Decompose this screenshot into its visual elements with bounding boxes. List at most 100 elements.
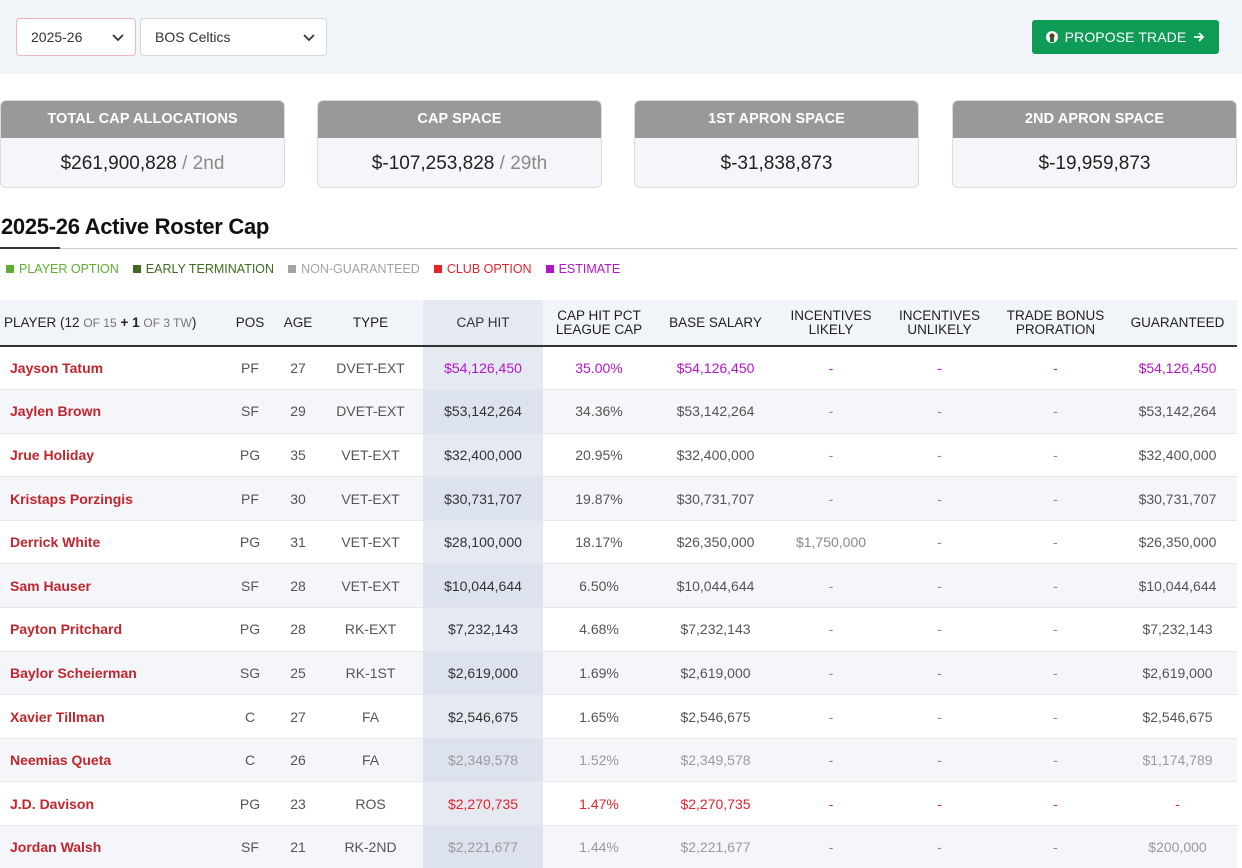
cell-pos: C <box>222 738 278 783</box>
cell-guaranteed: $200,000 <box>1118 825 1237 868</box>
stat-value: $-31,838,873 <box>720 153 833 174</box>
cell-pos: PG <box>222 607 278 652</box>
player-link[interactable]: Kristaps Porzingis <box>0 476 222 521</box>
cell-base-salary: $53,142,264 <box>655 389 776 434</box>
col-trade-bonus[interactable]: TRADE BONUS PRORATION <box>993 300 1118 347</box>
cell-incentives-unlikely: - <box>886 781 993 827</box>
legend-item: NON-GUARANTEED <box>288 262 420 276</box>
cell-incentives-likely: - <box>776 607 886 652</box>
player-link[interactable]: Jordan Walsh <box>0 825 222 868</box>
cell-trade-bonus: - <box>993 651 1118 696</box>
cell-incentives-unlikely: - <box>886 346 993 391</box>
team-select[interactable]: BOS Celtics <box>140 18 327 56</box>
cell-cap-hit: $2,546,675 <box>423 694 543 739</box>
player-link[interactable]: Xavier Tillman <box>0 694 222 739</box>
cell-guaranteed: $53,142,264 <box>1118 389 1237 434</box>
cell-base-salary: $7,232,143 <box>655 607 776 652</box>
season-select[interactable]: 2025-26 <box>16 18 136 56</box>
season-select-value: 2025-26 <box>31 29 83 45</box>
cell-type: VET-EXT <box>318 433 423 478</box>
cell-pos: SG <box>222 651 278 696</box>
cell-incentives-unlikely: - <box>886 476 993 521</box>
cell-type: RK-2ND <box>318 825 423 868</box>
title-divider-accent <box>0 247 60 249</box>
legend-label: CLUB OPTION <box>446 262 532 276</box>
cell-cap-hit-pct: 19.87% <box>543 476 655 521</box>
player-link[interactable]: Neemias Queta <box>0 738 222 783</box>
cell-cap-hit: $2,221,677 <box>423 825 543 868</box>
col-age[interactable]: AGE <box>278 300 318 347</box>
cell-age: 21 <box>278 825 318 868</box>
cell-cap-hit-pct: 6.50% <box>543 563 655 609</box>
col-incentives-unlikely[interactable]: INCENTIVES UNLIKELY <box>886 300 993 347</box>
cell-age: 30 <box>278 476 318 521</box>
table-row: Derrick White PG 31 VET-EXT $28,100,000 18.17… <box>0 520 1237 565</box>
propose-trade-button[interactable]: PROPOSE TRADE <box>1032 20 1219 54</box>
cell-cap-hit: $2,270,735 <box>423 781 543 827</box>
table-row: Jayson Tatum PF 27 DVET-EXT $54,126,450 35.00… <box>0 346 1237 391</box>
cell-guaranteed: $26,350,000 <box>1118 520 1237 565</box>
cell-cap-hit: $2,349,578 <box>423 738 543 783</box>
col-cap-hit[interactable]: CAP HIT <box>423 300 543 347</box>
stat-cap-space: CAP SPACE $-107,253,828 / 29th <box>317 100 602 188</box>
cell-type: RK-1ST <box>318 651 423 696</box>
cell-incentives-unlikely: - <box>886 563 993 609</box>
cell-incentives-likely: - <box>776 738 886 783</box>
cell-cap-hit: $7,232,143 <box>423 607 543 652</box>
cell-guaranteed: $30,731,707 <box>1118 476 1237 521</box>
col-guaranteed[interactable]: GUARANTEED <box>1118 300 1237 347</box>
player-link[interactable]: Jayson Tatum <box>0 346 222 391</box>
cell-age: 28 <box>278 563 318 609</box>
player-link[interactable]: Baylor Scheierman <box>0 651 222 696</box>
cell-cap-hit-pct: 18.17% <box>543 520 655 565</box>
legend-swatch <box>132 265 141 273</box>
cell-incentives-likely: $1,750,000 <box>776 520 886 565</box>
col-cap-hit-pct[interactable]: CAP HIT PCT LEAGUE CAP <box>543 300 655 347</box>
cell-incentives-likely: - <box>776 825 886 868</box>
stat-label: CAP SPACE <box>318 101 601 138</box>
legend-label: PLAYER OPTION <box>19 262 119 276</box>
cell-base-salary: $54,126,450 <box>655 346 776 391</box>
legend-label: EARLY TERMINATION <box>145 262 275 276</box>
table-row: Jrue Holiday PG 35 VET-EXT $32,400,000 20.95%… <box>0 433 1237 478</box>
cell-age: 35 <box>278 433 318 478</box>
col-player[interactable]: PLAYER (12 OF 15 + 1 OF 3 TW) <box>0 300 222 347</box>
cell-type: DVET-EXT <box>318 389 423 434</box>
cell-guaranteed: $2,619,000 <box>1118 651 1237 696</box>
cell-base-salary: $2,349,578 <box>655 738 776 783</box>
cell-trade-bonus: - <box>993 825 1118 868</box>
cell-pos: PG <box>222 781 278 827</box>
cell-incentives-unlikely: - <box>886 520 993 565</box>
player-link[interactable]: Payton Pritchard <box>0 607 222 652</box>
cell-type: VET-EXT <box>318 476 423 521</box>
cell-incentives-unlikely: - <box>886 825 993 868</box>
cell-type: RK-EXT <box>318 607 423 652</box>
cell-trade-bonus: - <box>993 520 1118 565</box>
cell-age: 27 <box>278 346 318 391</box>
legend-swatch <box>545 265 554 273</box>
player-link[interactable]: Jrue Holiday <box>0 433 222 478</box>
cell-base-salary: $2,619,000 <box>655 651 776 696</box>
legend: PLAYER OPTION EARLY TERMINATION NON-GUARAN… <box>6 262 620 276</box>
col-pos[interactable]: POS <box>222 300 278 347</box>
cell-cap-hit-pct: 20.95% <box>543 433 655 478</box>
player-link[interactable]: J.D. Davison <box>0 781 222 827</box>
stat-value: $-19,959,873 <box>1038 153 1151 174</box>
team-logo-icon <box>1045 31 1058 43</box>
col-type[interactable]: TYPE <box>318 300 423 347</box>
player-link[interactable]: Derrick White <box>0 520 222 565</box>
table-row: Jaylen Brown SF 29 DVET-EXT $53,142,264 34.36… <box>0 389 1237 434</box>
col-incentives-likely[interactable]: INCENTIVES LIKELY <box>776 300 886 347</box>
cell-incentives-likely: - <box>776 563 886 609</box>
cell-cap-hit-pct: 1.44% <box>543 825 655 868</box>
cell-base-salary: $32,400,000 <box>655 433 776 478</box>
cell-incentives-likely: - <box>776 389 886 434</box>
table-header-row: PLAYER (12 OF 15 + 1 OF 3 TW) POS AGE TY… <box>0 300 1237 347</box>
cell-age: 27 <box>278 694 318 739</box>
cell-pos: SF <box>222 825 278 868</box>
cell-trade-bonus: - <box>993 563 1118 609</box>
player-link[interactable]: Sam Hauser <box>0 563 222 609</box>
player-link[interactable]: Jaylen Brown <box>0 389 222 434</box>
roster-table: PLAYER (12 OF 15 + 1 OF 3 TW) POS AGE TY… <box>0 300 1237 868</box>
col-base-salary[interactable]: BASE SALARY <box>655 300 776 347</box>
